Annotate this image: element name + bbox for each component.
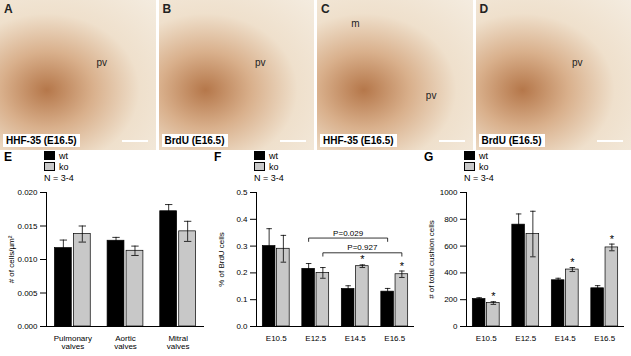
svg-text:600: 600 xyxy=(444,242,458,251)
svg-text:0.1: 0.1 xyxy=(236,295,248,304)
svg-text:E14.5: E14.5 xyxy=(555,334,576,343)
svg-text:# of total cushion cells: # of total cushion cells xyxy=(427,220,436,299)
svg-text:0.4: 0.4 xyxy=(236,215,248,224)
svg-text:Pulmonaryvalves: Pulmonaryvalves xyxy=(54,334,92,351)
svg-text:0.005: 0.005 xyxy=(17,289,38,298)
html-text:wt: wt xyxy=(59,150,68,161)
html-text:G: G xyxy=(424,150,434,164)
html-text:ko: ko xyxy=(269,161,279,172)
html-text:F: F xyxy=(214,150,222,164)
svg-text:1000: 1000 xyxy=(440,188,458,197)
html-text:wt: wt xyxy=(269,150,278,161)
html-text:D: D xyxy=(479,2,489,16)
svg-text:E10.5: E10.5 xyxy=(476,334,497,343)
html-text:BrdU (E16.5): BrdU (E16.5) xyxy=(164,135,225,146)
svg-text:P=0.927: P=0.927 xyxy=(347,243,378,252)
html-text:N = 3-4: N = 3-4 xyxy=(44,172,74,183)
svg-text:*: * xyxy=(400,260,405,272)
html-text:N = 3-4: N = 3-4 xyxy=(254,172,284,183)
svg-text:0: 0 xyxy=(453,322,458,331)
html-text:HHF-35 (E16.5): HHF-35 (E16.5) xyxy=(323,135,394,146)
svg-text:E12.5: E12.5 xyxy=(515,334,536,343)
svg-text:0.5: 0.5 xyxy=(236,188,248,197)
html-text:wt: wt xyxy=(479,150,488,161)
html-text:B: B xyxy=(162,2,172,16)
svg-text:400: 400 xyxy=(444,268,458,277)
svg-text:E14.5: E14.5 xyxy=(345,334,366,343)
svg-text:0.020: 0.020 xyxy=(17,188,38,197)
svg-text:Aorticvalves: Aorticvalves xyxy=(114,334,137,351)
svg-text:E12.5: E12.5 xyxy=(305,334,326,343)
html-text:HHF-35 (E16.5): HHF-35 (E16.5) xyxy=(6,135,77,146)
html-text:ko: ko xyxy=(59,161,69,172)
svg-text:0.2: 0.2 xyxy=(236,268,248,277)
svg-text:0.000: 0.000 xyxy=(17,322,38,331)
html-text:m: m xyxy=(351,18,360,29)
svg-text:E16.5: E16.5 xyxy=(384,334,405,343)
html-text:C: C xyxy=(321,2,330,16)
html-text:pv: pv xyxy=(571,57,583,68)
svg-text:E16.5: E16.5 xyxy=(594,334,615,343)
html-text:BrdU (E16.5): BrdU (E16.5) xyxy=(481,135,542,146)
svg-text:800: 800 xyxy=(444,215,458,224)
svg-text:0.010: 0.010 xyxy=(17,255,38,264)
svg-text:0.0: 0.0 xyxy=(236,322,248,331)
svg-text:*: * xyxy=(491,290,496,302)
html-text:E: E xyxy=(4,150,12,164)
html-text:ko: ko xyxy=(479,161,489,172)
svg-text:0.3: 0.3 xyxy=(236,242,248,251)
svg-text:*: * xyxy=(570,256,575,268)
svg-text:P=0.029: P=0.029 xyxy=(333,229,364,238)
html-text:pv: pv xyxy=(425,90,437,101)
html-text:pv: pv xyxy=(96,57,107,68)
svg-text:# of cells/µm²: # of cells/µm² xyxy=(7,235,16,283)
svg-text:E10.5: E10.5 xyxy=(266,334,287,343)
svg-text:*: * xyxy=(360,253,365,265)
svg-text:Mitralvalves: Mitralvalves xyxy=(167,334,190,351)
html-text:pv: pv xyxy=(254,57,266,68)
html-text:N = 3-4: N = 3-4 xyxy=(464,172,494,183)
svg-text:200: 200 xyxy=(444,295,458,304)
html-text:A: A xyxy=(4,2,13,16)
svg-text:*: * xyxy=(610,233,615,245)
svg-text:0.015: 0.015 xyxy=(17,222,38,231)
svg-text:% of BrdU cells: % of BrdU cells xyxy=(217,232,226,287)
